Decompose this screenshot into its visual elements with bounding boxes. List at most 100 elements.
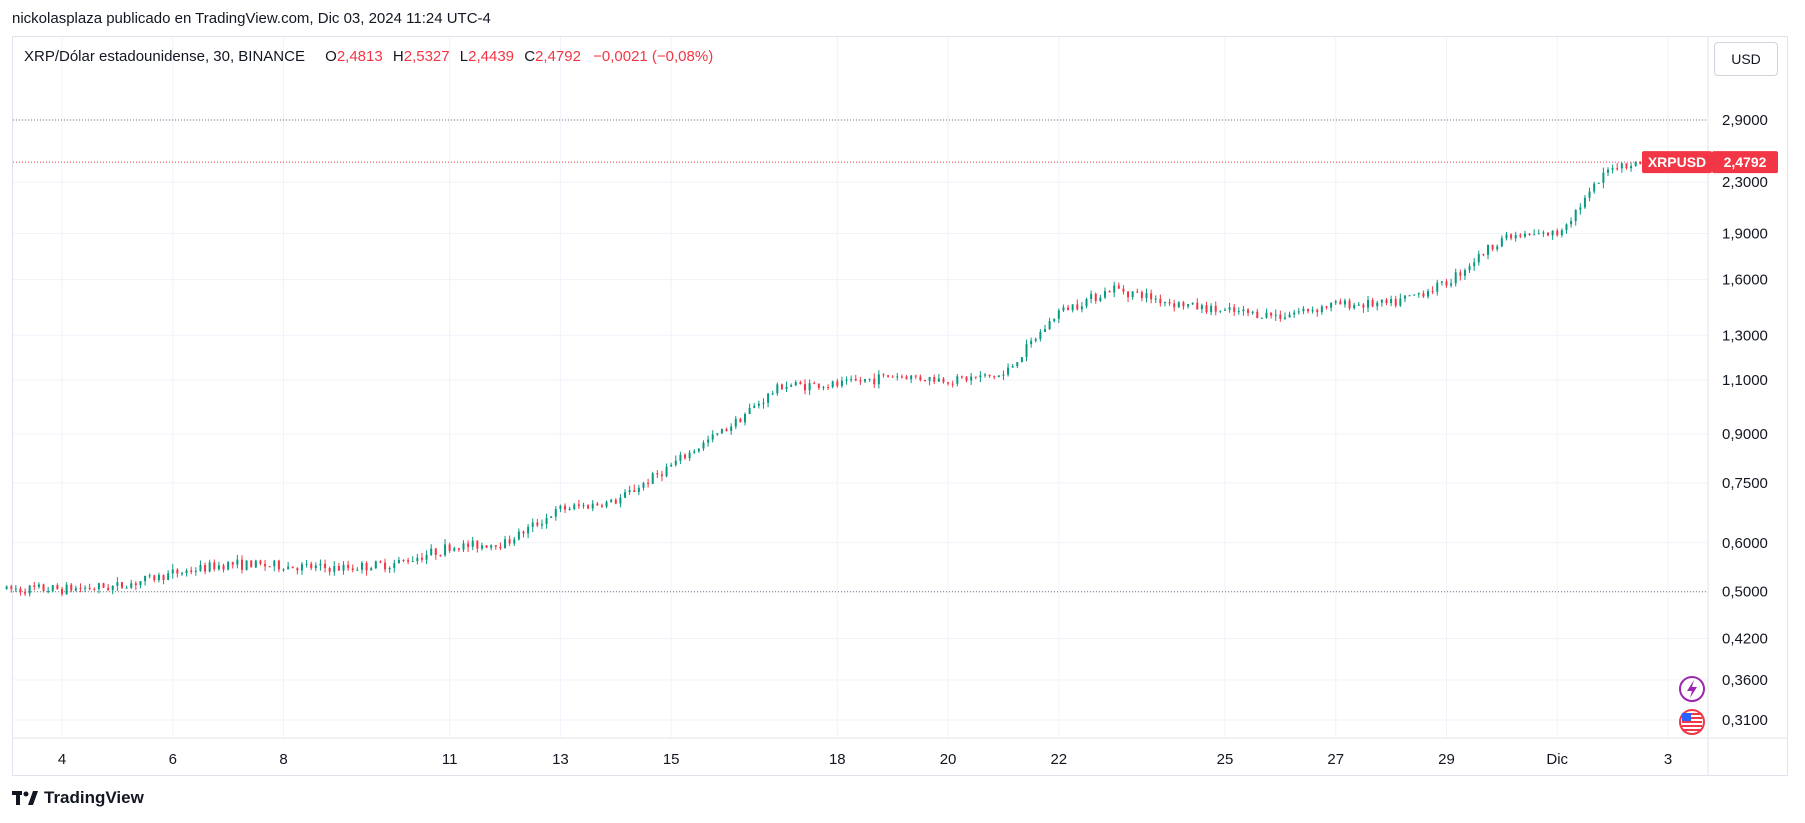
candle-body	[776, 384, 779, 394]
x-tick-label: 25	[1217, 751, 1234, 768]
high-label: H	[392, 48, 404, 65]
candle-body	[337, 565, 340, 571]
candle-body	[508, 539, 511, 544]
candle-body	[716, 433, 719, 435]
candle-body	[610, 499, 613, 502]
candle-body	[1597, 182, 1600, 184]
candle-body	[748, 407, 751, 415]
candle-body	[347, 564, 350, 569]
candle-body	[51, 585, 54, 591]
brand-name: TradingView	[44, 788, 144, 807]
candle-body	[540, 524, 543, 526]
candle-body	[1233, 307, 1236, 312]
candle-body	[734, 418, 737, 427]
tradingview-logo[interactable]: TradingView	[12, 788, 144, 808]
candle-body	[1094, 293, 1097, 301]
currency-button[interactable]: USD	[1714, 42, 1778, 76]
candle-body	[79, 588, 82, 590]
price-badge	[1712, 151, 1778, 174]
open-value: 2,4813	[336, 48, 383, 65]
candle-body	[1168, 302, 1171, 304]
candle-body	[707, 439, 710, 443]
candle-body	[1103, 291, 1106, 298]
ticker-badge-label: XRPUSD	[1648, 154, 1706, 170]
candle-body	[171, 569, 174, 574]
candle-body	[194, 570, 197, 572]
candle-body	[531, 522, 534, 527]
candle-body	[1528, 233, 1531, 235]
candle-body	[305, 563, 308, 565]
candle-body	[1260, 317, 1263, 319]
candle-body	[577, 504, 580, 507]
candle-body	[822, 387, 825, 389]
candle-body	[180, 573, 183, 575]
candle-body	[1574, 209, 1577, 221]
candle-body	[614, 499, 617, 504]
candle-body	[951, 383, 954, 385]
candle-body	[1417, 293, 1420, 295]
candle-body	[1145, 293, 1148, 299]
candle-body	[471, 540, 474, 547]
candle-body	[739, 418, 742, 423]
candle-body	[1436, 282, 1439, 292]
chart-frame[interactable]	[12, 36, 1788, 776]
candle-body	[1187, 304, 1190, 307]
candle-body	[1330, 302, 1333, 308]
candle-body	[771, 393, 774, 395]
candle-body	[804, 384, 807, 391]
candle-body	[859, 380, 862, 382]
candle-body	[845, 379, 848, 381]
tradingview-logo-icon	[12, 791, 38, 805]
candle-body	[711, 434, 714, 440]
candle-body	[88, 587, 91, 589]
candle-body	[1043, 329, 1046, 332]
candle-body	[1616, 168, 1619, 170]
candle-body	[1380, 299, 1383, 303]
candle-body	[1565, 224, 1568, 231]
candle-body	[1454, 272, 1457, 284]
candle-body	[5, 586, 8, 590]
candle-body	[28, 585, 31, 594]
candle-body	[974, 376, 977, 378]
candle-body	[1551, 230, 1554, 236]
candle-body	[1583, 197, 1586, 208]
candle-body	[1353, 304, 1356, 309]
candle-body	[702, 442, 705, 449]
candle-body	[222, 565, 225, 570]
candle-body	[1247, 309, 1250, 313]
candle-body	[1625, 163, 1628, 169]
candle-body	[1427, 291, 1430, 297]
candle-body	[1279, 314, 1282, 319]
candle-body	[993, 376, 996, 378]
candle-body	[647, 483, 650, 485]
candle-body	[762, 402, 765, 404]
candle-body	[628, 490, 631, 493]
candle-body	[1542, 232, 1545, 234]
candle-body	[259, 560, 262, 564]
candle-body	[134, 583, 137, 586]
candle-body	[268, 566, 271, 568]
candle-body	[624, 492, 627, 498]
candle-body	[476, 540, 479, 549]
candle-body	[1537, 233, 1540, 235]
candle-body	[287, 566, 290, 570]
candle-body	[1007, 367, 1010, 375]
candle-body	[799, 382, 802, 385]
us-flag-icon[interactable]	[1679, 709, 1705, 735]
candle-body	[1523, 233, 1526, 237]
candle-body	[1570, 220, 1573, 225]
candle-body	[1076, 304, 1079, 310]
candle-body	[873, 378, 876, 385]
candle-body	[887, 375, 890, 377]
candle-body	[965, 376, 968, 381]
candle-body	[1265, 312, 1268, 318]
candle-body	[817, 383, 820, 388]
candle-body	[499, 546, 502, 549]
candle-body	[1085, 298, 1088, 307]
candle-body	[416, 557, 419, 562]
candle-body	[360, 562, 363, 570]
lightning-icon[interactable]	[1679, 676, 1705, 702]
candle-body	[831, 381, 834, 388]
candle-body	[314, 565, 317, 569]
